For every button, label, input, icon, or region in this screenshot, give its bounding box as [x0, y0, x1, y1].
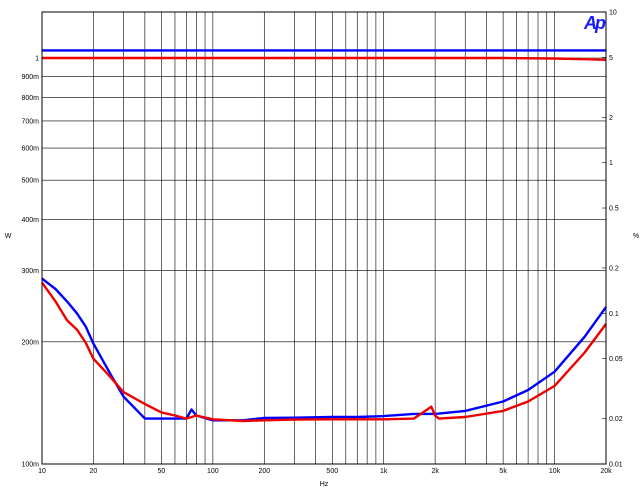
right-axis-title: %	[633, 233, 639, 240]
y-left-tick-label: 1	[35, 56, 39, 63]
y-left-tick-label: 100m	[21, 462, 39, 469]
series-line-3	[41, 277, 607, 422]
x-tick-label: 2k	[431, 468, 439, 475]
y-right-tick-label: 0.5	[609, 206, 619, 213]
ap-logo: Ap	[583, 13, 606, 33]
x-tick-label: 200	[258, 468, 270, 475]
x-tick-label: 5k	[499, 468, 507, 475]
y-left-tick-label: 900m	[21, 74, 39, 81]
x-tick-label: 1k	[380, 468, 388, 475]
y-left-tick-label: 700m	[21, 118, 39, 125]
x-tick-label: 50	[158, 468, 166, 475]
series-layer	[41, 49, 607, 423]
left-axis-title: W	[5, 233, 12, 240]
x-tick-label: 500	[326, 468, 338, 475]
series-line-2	[42, 56, 607, 61]
y-left-tick-label: 500m	[21, 178, 39, 185]
y-right-tick-label: 5	[609, 55, 613, 62]
y-right-tick-label: 0.05	[609, 356, 623, 363]
y-left-tick-label: 300m	[21, 268, 39, 275]
series-line-4	[41, 281, 607, 423]
y-right-tick-label: 10	[609, 10, 617, 17]
plot-frame	[41, 11, 607, 465]
y-right-tick-label: 2	[609, 115, 613, 122]
y-right-tick-label: 0.02	[609, 416, 623, 423]
y-right-tick-label: 0.2	[609, 265, 619, 272]
y-right-tick-label: 0.1	[609, 311, 619, 318]
x-tick-label: 20	[90, 468, 98, 475]
y-left-tick-label: 200m	[21, 339, 39, 346]
tick-labels: 10 20 50 100 200 500 1k 2k 5k 10k 20k 100m 200m 300m 4…	[21, 10, 622, 476]
y-left-tick-label: 400m	[21, 217, 39, 224]
x-tick-label: 10	[38, 468, 46, 475]
x-tick-label: 20k	[600, 468, 612, 475]
x-tick-label: 100	[207, 468, 219, 475]
grid	[41, 11, 607, 465]
x-tick-label: 10k	[549, 468, 561, 475]
y-left-tick-label: 600m	[21, 146, 39, 153]
x-axis-title: Hz	[320, 481, 329, 488]
y-right-tick-label: 1	[609, 160, 613, 167]
y-left-tick-label: 800m	[21, 95, 39, 102]
y-right-tick-label: 0.01	[609, 462, 623, 469]
